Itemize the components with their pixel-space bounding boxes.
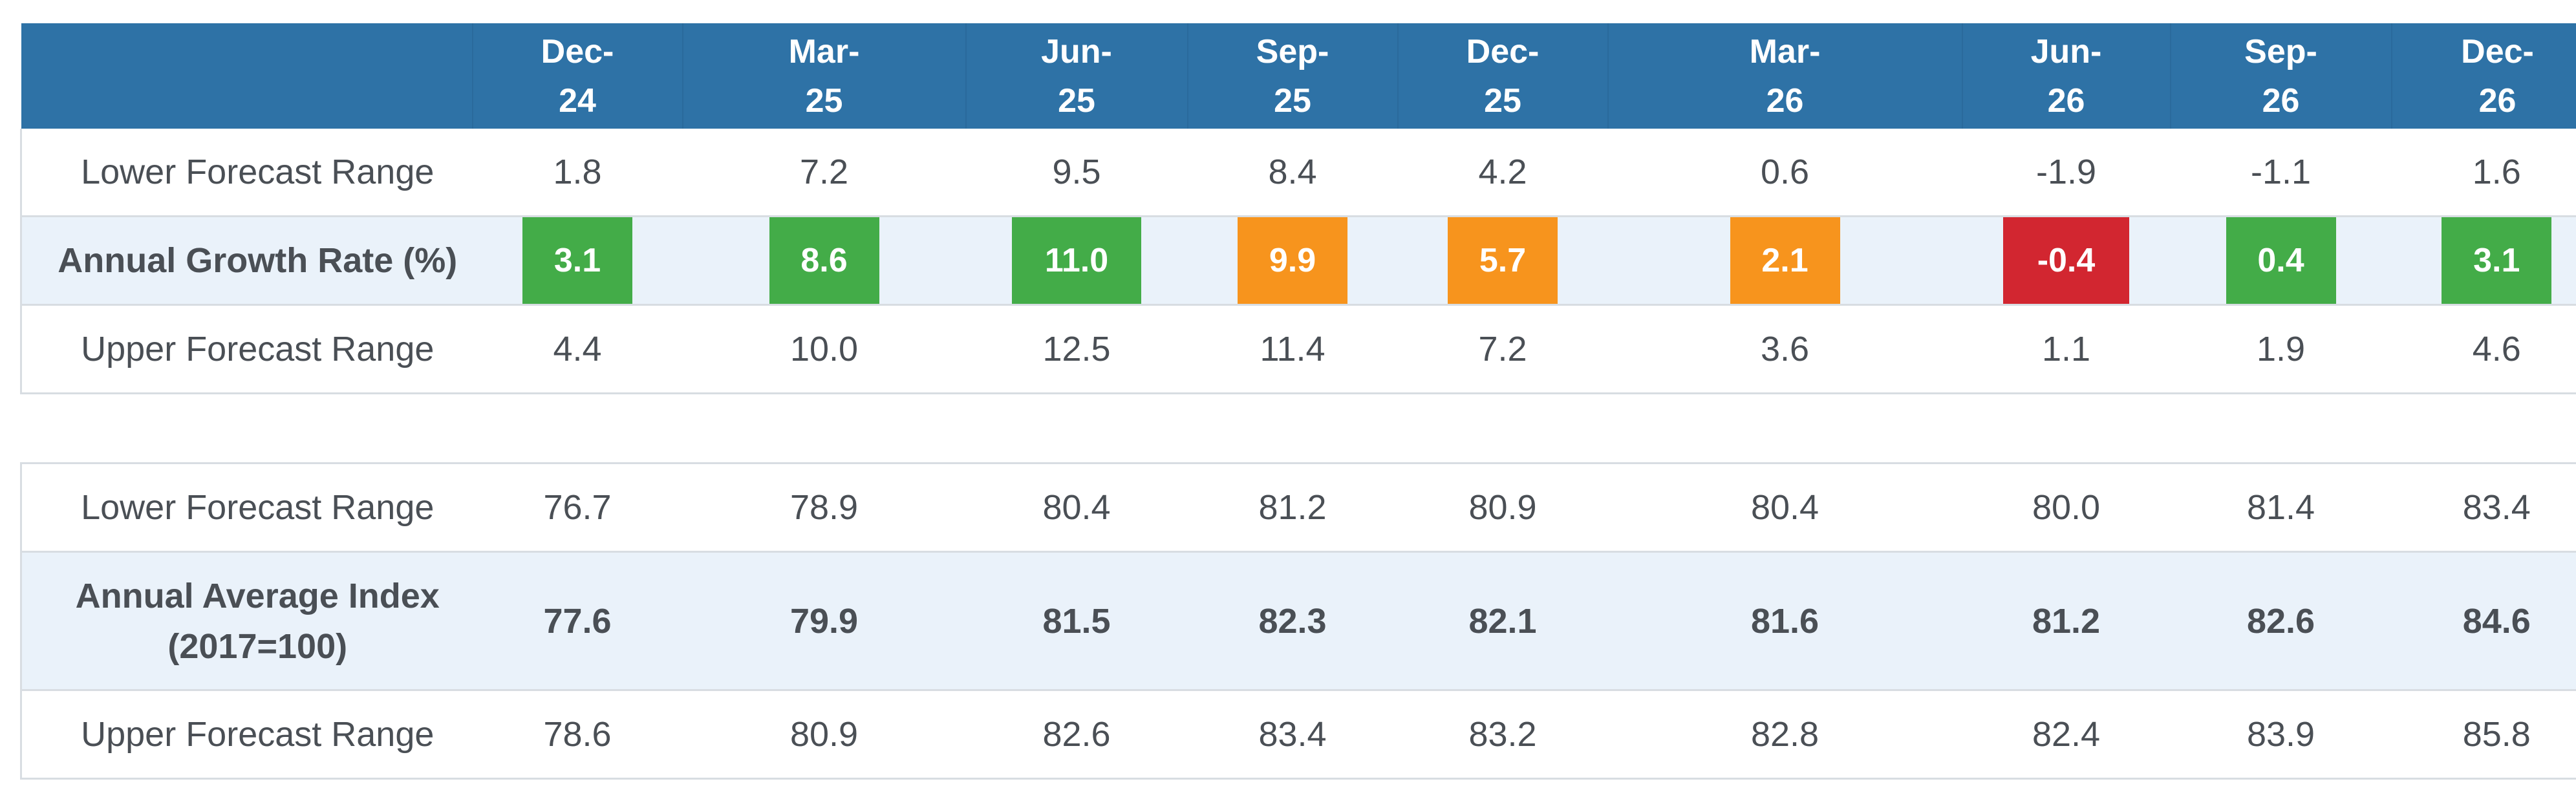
table-cell: 82.6 [965, 690, 1188, 780]
table-cell: 12.5 [965, 304, 1188, 394]
growth-badge: 3.1 [2442, 217, 2552, 304]
table-cell: 8.4 [1187, 129, 1398, 217]
col-header: Sep- 26 [2170, 23, 2392, 129]
table-cell: 9.5 [965, 129, 1188, 217]
table-cell: 77.6 [472, 551, 683, 691]
table-cell: -1.9 [1962, 129, 2171, 217]
table-cell: 1.8 [472, 129, 683, 217]
growth-badge: 8.6 [769, 217, 879, 304]
table-cell: 4.4 [472, 304, 683, 394]
table-cell: 1.1 [1962, 304, 2171, 394]
table-cell: 83.9 [2170, 690, 2392, 780]
table-cell: 80.4 [1607, 462, 1962, 553]
table-cell: 2.1 [1607, 216, 1962, 306]
table-cell: 85.8 [2391, 690, 2576, 780]
table-cell: 8.6 [682, 216, 966, 306]
table-cell: 80.4 [965, 462, 1188, 553]
table-cell: 81.2 [1962, 551, 2171, 691]
table-cell: 0.4 [2170, 216, 2392, 306]
table-cell: 3.6 [1607, 304, 1962, 394]
table-cell: 79.9 [682, 551, 966, 691]
table-cell: 7.2 [682, 129, 966, 217]
table-cell: 4.2 [1397, 129, 1608, 217]
growth-badge: -0.4 [2003, 217, 2129, 304]
col-header: Sep- 25 [1187, 23, 1399, 129]
table-cell: 9.9 [1187, 216, 1398, 306]
growth-badge: 2.1 [1730, 217, 1840, 304]
table-cell: 81.2 [1187, 462, 1398, 553]
table-cell: 83.4 [1187, 690, 1398, 780]
table-cell: 83.2 [1397, 690, 1608, 780]
average-index-table: Lower Forecast Range 76.7 78.9 80.4 81.2… [20, 462, 2576, 780]
table-cell: 80.0 [1962, 462, 2171, 553]
col-header: Dec- 24 [472, 23, 683, 129]
col-header: Dec- 26 [2391, 23, 2576, 129]
table-cell: 81.6 [1607, 551, 1962, 691]
table-cell: 1.6 [2391, 129, 2576, 217]
table-cell: 76.7 [472, 462, 683, 553]
index-upper-row: Upper Forecast Range 78.6 80.9 82.6 83.4… [20, 690, 2576, 780]
table-cell: 81.4 [2170, 462, 2392, 553]
growth-badge: 9.9 [1238, 217, 1347, 304]
table-cell: 11.4 [1187, 304, 1398, 394]
growth-badge: 3.1 [522, 217, 632, 304]
row-label: Annual Average Index (2017=100) [20, 551, 473, 691]
table-cell: 3.1 [472, 216, 683, 306]
table-cell: 82.8 [1607, 690, 1962, 780]
table-cell: 82.1 [1397, 551, 1608, 691]
col-header: Jun- 25 [965, 23, 1188, 129]
table-cell: -1.1 [2170, 129, 2392, 217]
col-header: Mar- 26 [1607, 23, 1963, 129]
table-cell: 78.9 [682, 462, 966, 553]
col-header: Mar- 25 [682, 23, 967, 129]
index-lower-row: Lower Forecast Range 76.7 78.9 80.4 81.2… [20, 462, 2576, 553]
table-cell: 0.6 [1607, 129, 1962, 217]
growth-rate-table: Dec- 24 Mar- 25 Jun- 25 Sep- 25 Dec- 25 Mar- 2… [20, 23, 2576, 394]
table-cell: 5.7 [1397, 216, 1608, 306]
header-corner [21, 23, 473, 129]
table-cell: 7.2 [1397, 304, 1608, 394]
table-cell: 81.5 [965, 551, 1188, 691]
col-header: Dec- 25 [1397, 23, 1609, 129]
table-cell: 11.0 [965, 216, 1188, 306]
growth-badge: 0.4 [2226, 217, 2336, 304]
table-cell: 82.3 [1187, 551, 1398, 691]
table-cell: 10.0 [682, 304, 966, 394]
row-label: Lower Forecast Range [20, 462, 473, 553]
table-cell: 80.9 [682, 690, 966, 780]
growth-rate-row: Annual Growth Rate (%) 3.1 8.6 11.0 9.9 … [20, 216, 2576, 306]
table-cell: 82.4 [1962, 690, 2171, 780]
table-cell: 82.6 [2170, 551, 2392, 691]
table-cell: -0.4 [1962, 216, 2171, 306]
header-row: Dec- 24 Mar- 25 Jun- 25 Sep- 25 Dec- 25 Mar- 2… [21, 23, 2576, 129]
table-cell: 3.1 [2391, 216, 2576, 306]
growth-lower-row: Lower Forecast Range 1.8 7.2 9.5 8.4 4.2… [20, 129, 2576, 217]
table-cell: 84.6 [2391, 551, 2576, 691]
table-cell: 80.9 [1397, 462, 1608, 553]
growth-badge: 11.0 [1012, 217, 1141, 304]
table-cell: 83.4 [2391, 462, 2576, 553]
row-label: Upper Forecast Range [20, 690, 473, 780]
table-cell: 4.6 [2391, 304, 2576, 394]
row-label: Annual Growth Rate (%) [20, 216, 473, 306]
growth-upper-row: Upper Forecast Range 4.4 10.0 12.5 11.4 … [20, 304, 2576, 394]
table-cell: 1.9 [2170, 304, 2392, 394]
table-cell: 78.6 [472, 690, 683, 780]
col-header: Jun- 26 [1962, 23, 2171, 129]
row-label: Upper Forecast Range [20, 304, 473, 394]
index-average-row: Annual Average Index (2017=100) 77.6 79.9… [20, 551, 2576, 691]
growth-badge: 5.7 [1448, 217, 1558, 304]
row-label: Lower Forecast Range [20, 129, 473, 217]
